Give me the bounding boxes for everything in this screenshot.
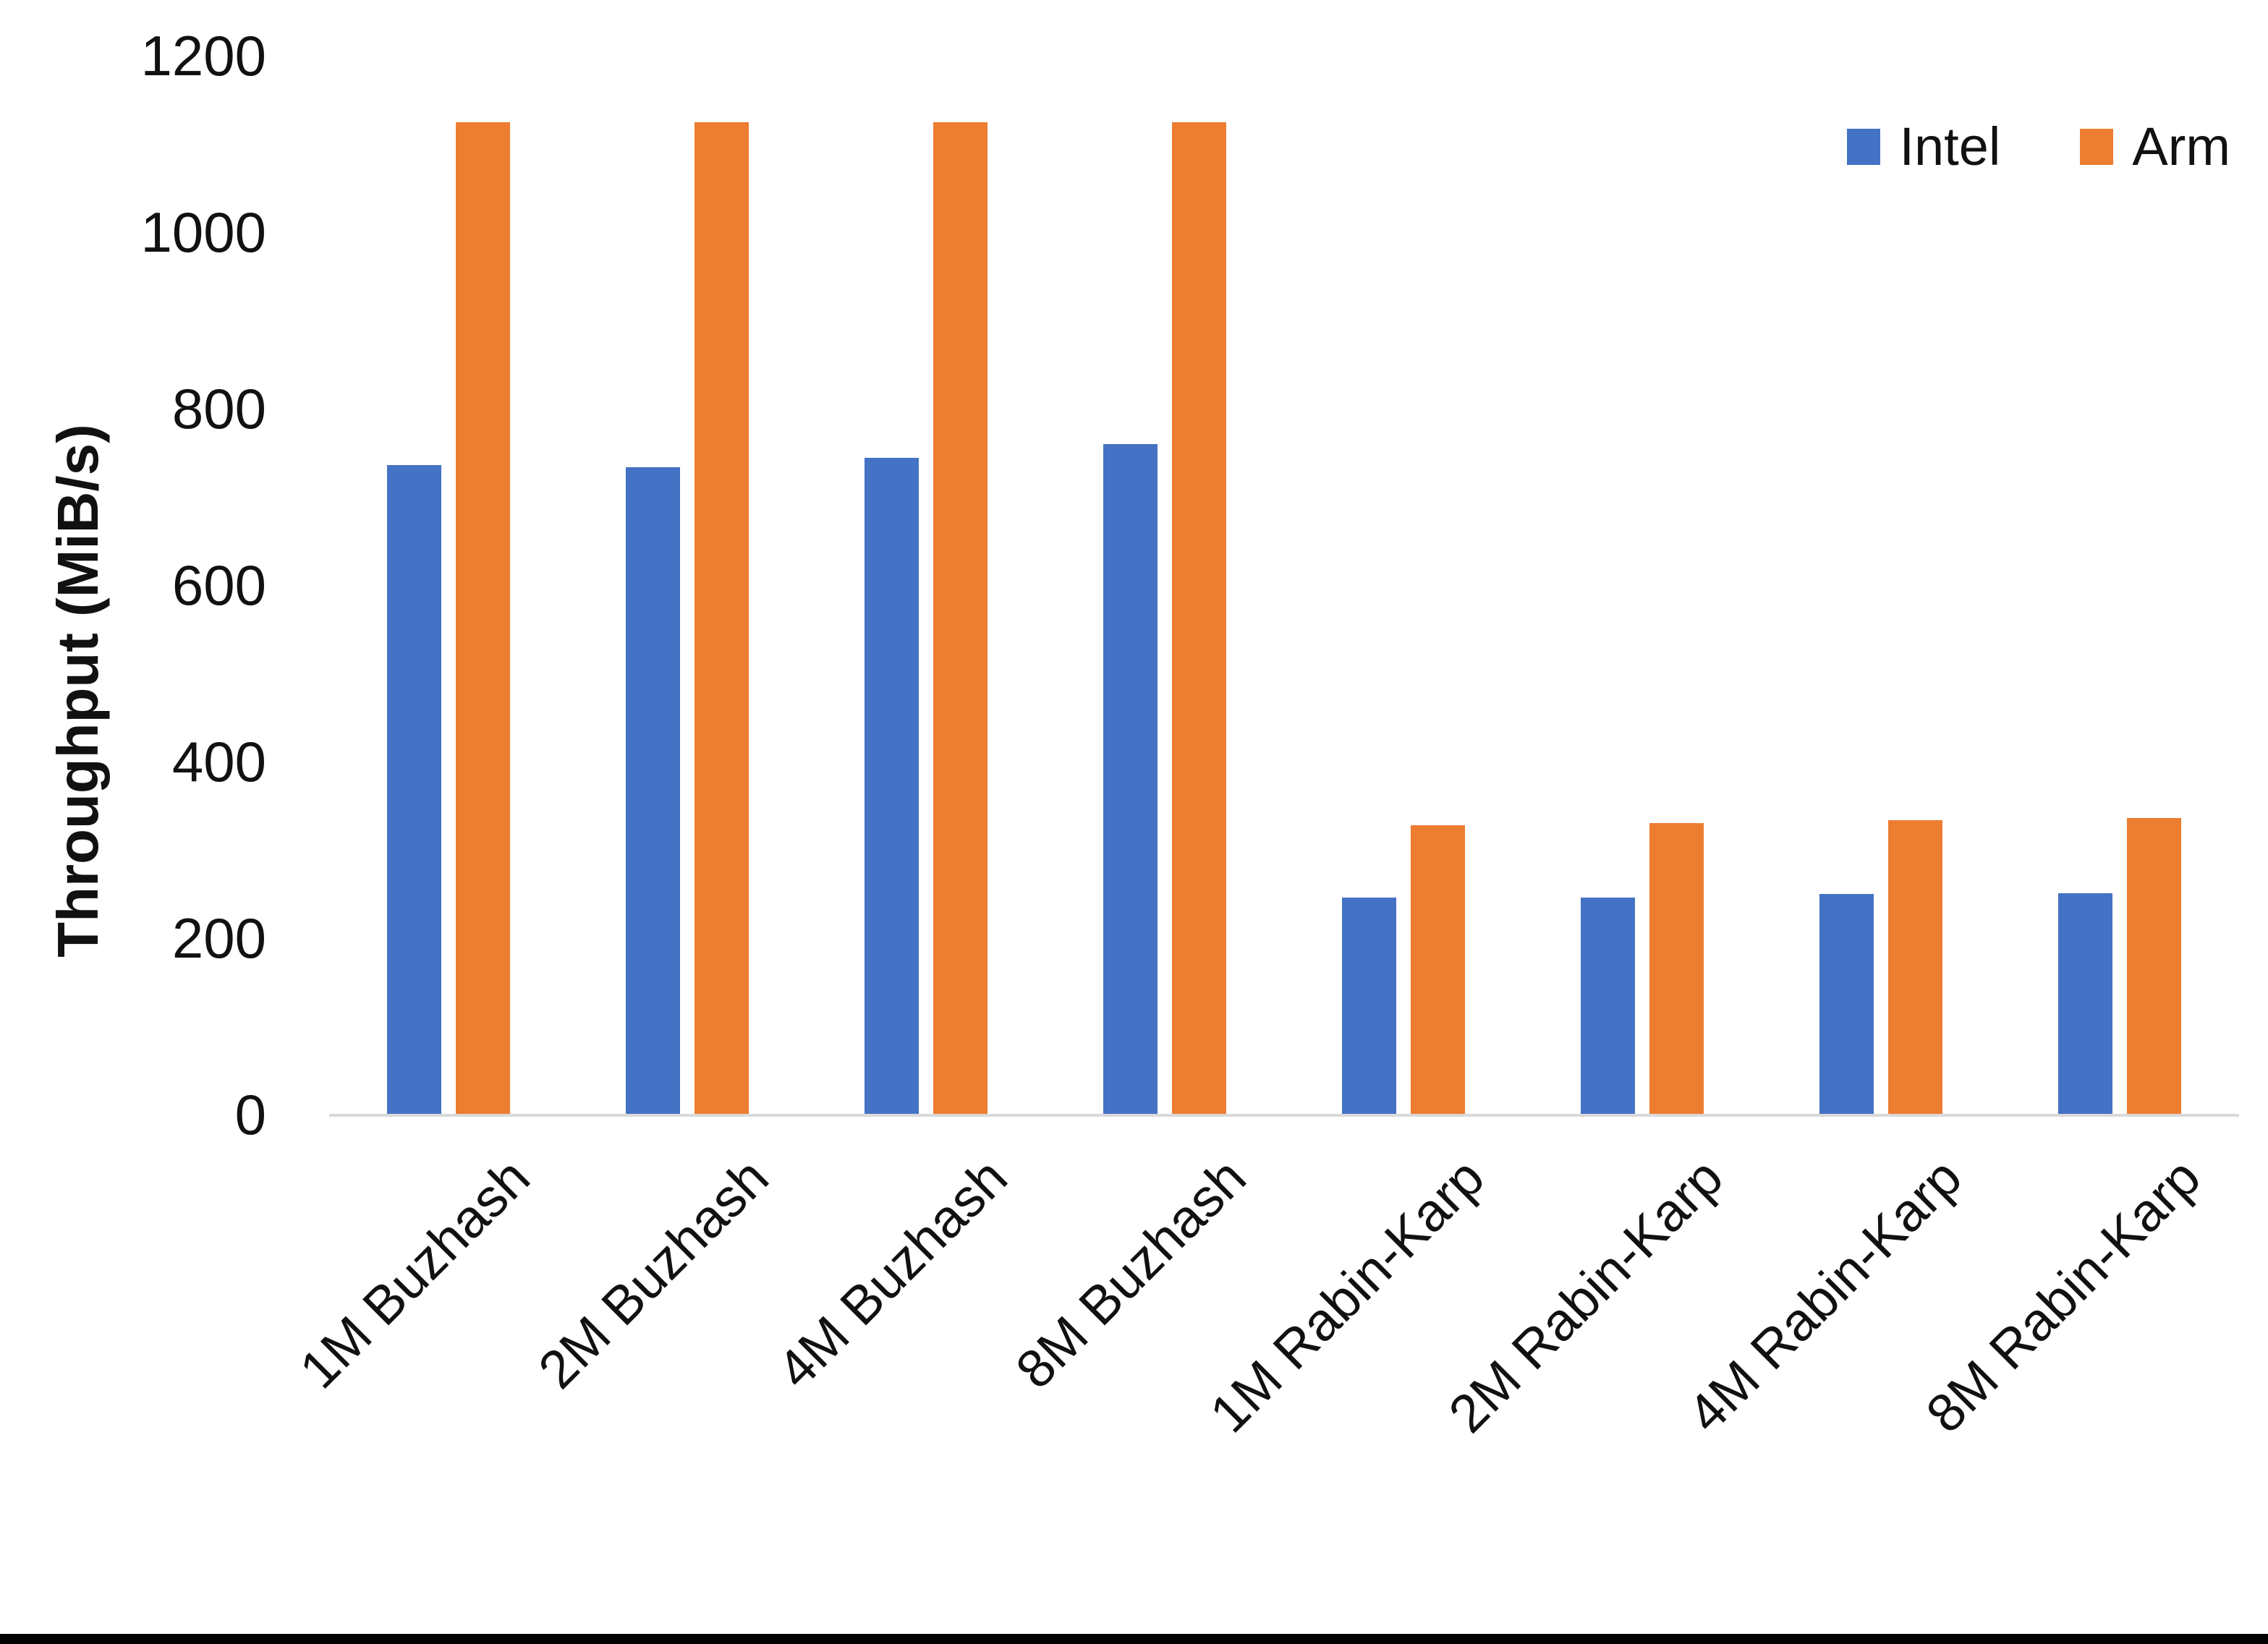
bar-group [329, 56, 568, 1115]
y-tick-label: 800 [171, 377, 266, 440]
y-tick-label: 1200 [140, 24, 266, 88]
bar-intel-4m-rabin-karp [1819, 894, 1874, 1115]
legend-item-intel: Intel [1847, 116, 2000, 177]
bar-arm-2m-rabin-karp [1649, 823, 1704, 1115]
bar-group [807, 56, 1045, 1115]
x-tick-label: 1M Buzhash [287, 1146, 541, 1400]
bar-group [2000, 56, 2239, 1115]
bar-group [1284, 56, 1523, 1115]
bar-intel-8m-buzhash [1103, 443, 1158, 1115]
bar-arm-8m-rabin-karp [2127, 818, 2181, 1115]
bar-arm-1m-buzhash [456, 122, 510, 1115]
y-tick-label: 200 [171, 906, 266, 970]
bar-intel-2m-buzhash [626, 467, 680, 1115]
bar-arm-8m-buzhash [1172, 122, 1226, 1115]
bar-intel-8m-rabin-karp [2058, 893, 2112, 1115]
bar-intel-1m-buzhash [387, 465, 441, 1115]
legend-swatch-icon [1847, 128, 1881, 165]
bar-arm-1m-rabin-karp [1411, 825, 1465, 1115]
x-tick-label: 4M Buzhash [765, 1146, 1019, 1400]
bar-groups [329, 56, 2239, 1115]
x-tick-label: 8M Buzhash [1003, 1146, 1257, 1400]
legend-item-arm: Arm [2080, 116, 2230, 177]
bar-group [1045, 56, 1284, 1115]
y-tick-label: 1000 [140, 200, 266, 264]
bar-intel-2m-rabin-karp [1581, 897, 1635, 1115]
bar-arm-2m-buzhash [695, 122, 749, 1115]
y-tick-label: 600 [171, 553, 266, 617]
bar-group [568, 56, 807, 1115]
y-tick-label: 0 [234, 1083, 266, 1146]
bar-group [1523, 56, 1762, 1115]
legend-label: Intel [1899, 116, 2001, 176]
plot-area [329, 56, 2239, 1117]
legend-swatch-icon [2080, 128, 2114, 165]
legend-label: Arm [2132, 116, 2230, 176]
bottom-border [0, 1634, 2268, 1644]
bar-intel-4m-buzhash [865, 458, 919, 1115]
x-tick-label: 2M Buzhash [526, 1146, 780, 1400]
bar-intel-1m-rabin-karp [1342, 897, 1396, 1115]
y-tick-label: 400 [171, 730, 266, 793]
legend: Intel Arm [1847, 116, 2230, 177]
y-axis-title: Throughput (MiB/s) [46, 424, 110, 958]
x-axis-line [329, 1114, 2239, 1117]
bar-group [1762, 56, 2000, 1115]
bar-arm-4m-buzhash [933, 122, 988, 1115]
bar-arm-4m-rabin-karp [1888, 819, 1942, 1115]
